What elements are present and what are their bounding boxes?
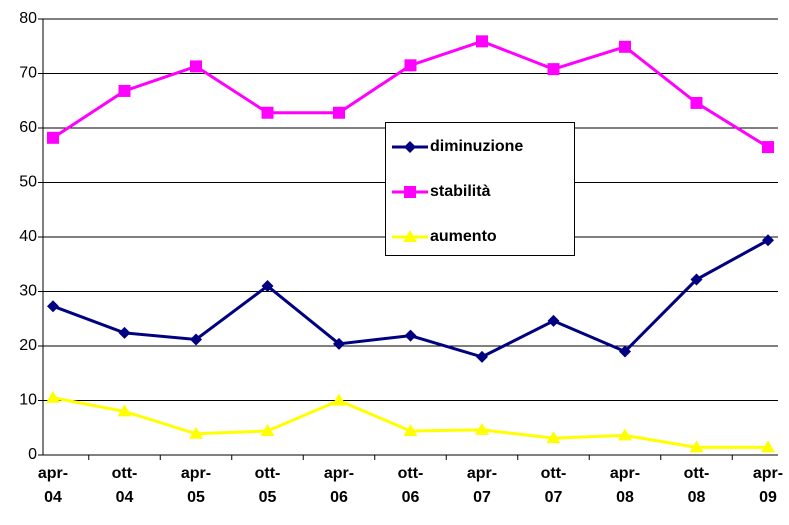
legend: diminuzione stabilità aumento [385, 122, 575, 256]
legend-item: stabilità [390, 182, 490, 202]
x-tick-label: ott-07 [540, 465, 567, 506]
marker [476, 350, 488, 363]
marker [261, 106, 274, 119]
x-tick-label: ott-06 [397, 465, 424, 506]
marker [619, 345, 631, 358]
legend-item: aumento [390, 227, 497, 247]
marker [762, 234, 774, 247]
marker [332, 393, 346, 406]
marker [403, 424, 418, 437]
marker [404, 329, 417, 342]
marker [260, 424, 275, 437]
marker [118, 84, 131, 97]
marker [546, 431, 561, 444]
marker [333, 106, 345, 119]
legend-label: diminuzione [430, 138, 524, 155]
marker [117, 404, 132, 417]
marker [475, 422, 489, 435]
y-tick-label: 70 [19, 65, 37, 82]
marker [690, 273, 703, 286]
series-line [52, 396, 768, 449]
legend-swatch [392, 141, 428, 153]
legend-swatch [392, 230, 428, 242]
marker [261, 280, 274, 293]
x-tick-label: apr-05 [180, 465, 212, 506]
marker [404, 141, 416, 153]
x-tick-label: apr-06 [323, 465, 355, 506]
legend-label: aumento [430, 228, 497, 245]
y-tick-label: 0 [28, 446, 37, 463]
y-tick-label: 10 [19, 392, 37, 409]
legend-swatch [392, 186, 428, 198]
marker [689, 440, 704, 453]
marker [403, 230, 417, 242]
marker [190, 333, 202, 346]
x-tick-label: ott-08 [683, 465, 710, 506]
legend-label: stabilità [430, 183, 491, 200]
y-tick-label: 60 [19, 119, 37, 136]
legend-item: diminuzione [390, 137, 523, 157]
x-tick-label: apr-04 [37, 465, 69, 506]
marker [190, 60, 202, 73]
marker [333, 337, 345, 350]
marker [619, 40, 631, 53]
marker [761, 440, 775, 453]
y-tick-label: 20 [19, 337, 37, 354]
y-tick-label: 80 [19, 10, 37, 27]
x-tick-label: apr-08 [609, 465, 641, 506]
marker [762, 141, 774, 154]
y-tick-label: 40 [19, 228, 37, 245]
x-tick-label: ott-04 [111, 465, 138, 506]
y-tick-label: 30 [19, 283, 37, 300]
marker [47, 300, 59, 313]
marker [189, 426, 203, 439]
marker [46, 390, 60, 403]
x-tick-label: ott-05 [254, 465, 281, 506]
marker [476, 35, 488, 48]
marker [404, 59, 417, 72]
marker [404, 186, 416, 198]
marker [618, 428, 632, 441]
marker [47, 131, 59, 144]
marker [547, 63, 560, 76]
marker [690, 96, 703, 109]
y-tick-label: 50 [19, 174, 37, 191]
marker [547, 314, 560, 327]
x-tick-label: apr-07 [466, 465, 498, 506]
marker [118, 326, 131, 339]
x-tick-label: apr-09 [752, 465, 784, 506]
